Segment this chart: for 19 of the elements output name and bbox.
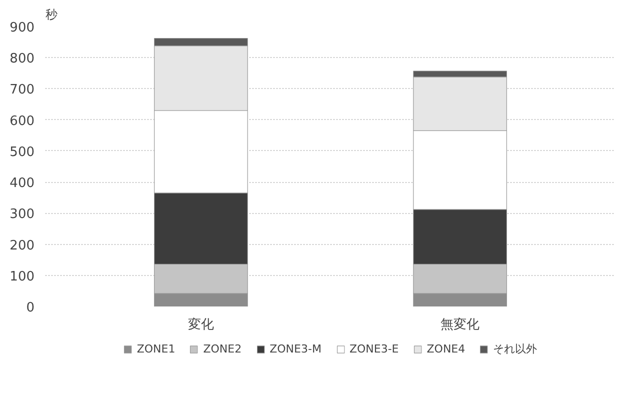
- y-tick-label: 400: [10, 176, 35, 192]
- y-axis-title: 秒: [46, 8, 58, 22]
- y-tick-label: 100: [10, 269, 35, 284]
- legend-label: ZONE3-E: [349, 342, 399, 356]
- y-tick-label: 500: [10, 144, 35, 160]
- x-tick-label: 無変化: [440, 316, 480, 332]
- legend-label: ZONE4: [426, 342, 466, 356]
- y-tick-label: 300: [10, 207, 35, 222]
- y-tick-label: 900: [10, 20, 35, 36]
- y-tick-label: 200: [10, 238, 35, 254]
- y-tick-label: 0: [26, 300, 35, 316]
- legend-label: それ以外: [493, 342, 538, 356]
- x-tick-label: 変化: [188, 316, 214, 332]
- y-tick-label: 800: [10, 52, 35, 67]
- legend-label: ZONE1: [136, 342, 176, 356]
- legend-label: ZONE3-M: [270, 342, 322, 356]
- y-tick-label: 600: [10, 114, 35, 129]
- y-tick-label: 700: [10, 82, 35, 98]
- legend-label: ZONE2: [203, 342, 242, 356]
